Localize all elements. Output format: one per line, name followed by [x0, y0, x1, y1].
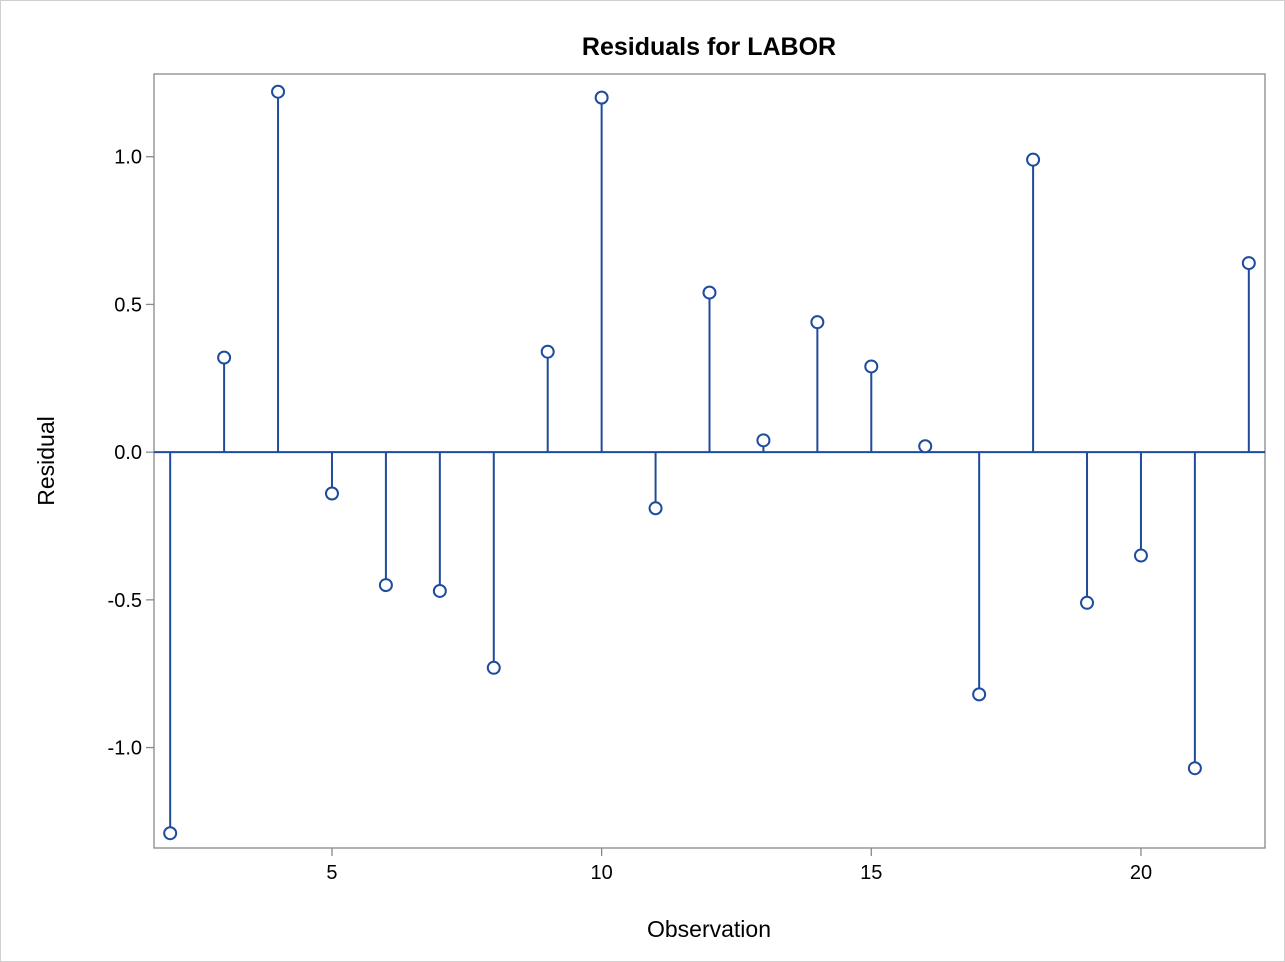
residual-point [432, 583, 447, 598]
y-tick-label: 0.0 [114, 442, 142, 464]
residual-point [594, 90, 609, 105]
residual-point [378, 578, 393, 593]
residual-point [756, 433, 771, 448]
x-tick-label: 20 [1130, 862, 1152, 884]
residual-point [648, 501, 663, 516]
needle-series [163, 84, 1256, 841]
residual-point [271, 84, 286, 99]
plot-area-border [153, 73, 1266, 849]
x-tick-label: 5 [326, 862, 337, 884]
residual-point [1026, 152, 1041, 167]
residual-point [810, 315, 825, 330]
residual-point [1241, 256, 1256, 271]
y-tick-label: 1.0 [114, 147, 142, 169]
residual-point [702, 285, 717, 300]
residual-point [1187, 761, 1202, 776]
residual-point [163, 826, 178, 841]
residual-point [324, 486, 339, 501]
y-tick-label: -1.0 [108, 738, 142, 760]
residual-point [1133, 548, 1148, 563]
x-axis-label: Observation [647, 916, 771, 942]
residual-point [1080, 595, 1095, 610]
y-axis: -1.0 -0.5 0.0 0.5 1.0 [108, 147, 154, 760]
x-tick-label: 15 [860, 862, 882, 884]
x-axis: 5 10 15 20 [326, 848, 1152, 884]
chart-title: Residuals for LABOR [582, 33, 836, 61]
y-tick-label: 0.5 [114, 294, 142, 316]
x-tick-label: 10 [591, 862, 613, 884]
residual-point [217, 350, 232, 365]
residual-point [918, 439, 933, 454]
residual-point [864, 359, 879, 374]
residual-point [972, 687, 987, 702]
residual-point [486, 660, 501, 675]
y-axis-label: Residual [33, 416, 59, 506]
residual-point [540, 344, 555, 359]
y-tick-label: -0.5 [108, 590, 142, 612]
